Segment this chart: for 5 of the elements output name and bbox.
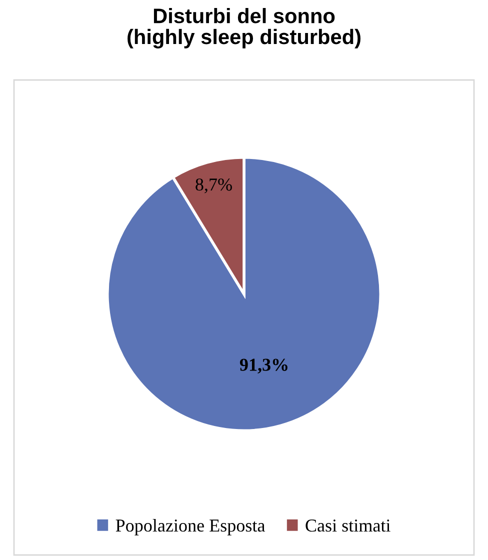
legend-label: Popolazione Esposta [116,518,266,536]
chart-title: Disturbi del sonno (highly sleep disturbed) [128,8,360,48]
data-label: 91,3% [240,358,288,374]
legend-label: Casi stimati [306,520,390,532]
data-label: 8,7% [196,178,232,194]
